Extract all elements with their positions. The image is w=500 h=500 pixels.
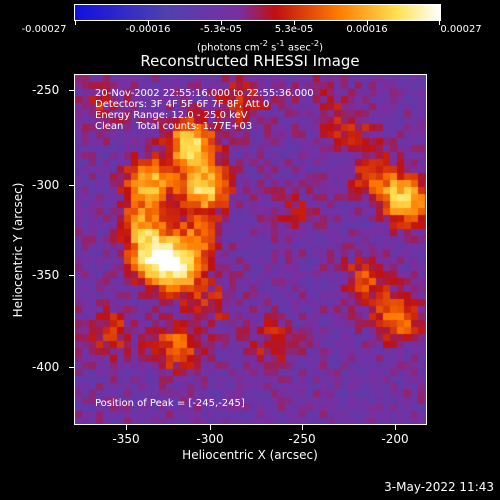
colorbar-tick	[75, 21, 76, 25]
y-tick-label: -250	[32, 83, 60, 97]
colorbar-tick	[367, 21, 368, 25]
x-tick-label: -200	[381, 432, 409, 446]
x-tick-label: -250	[288, 432, 316, 446]
colorbar-tick-label: 5.3e-05	[274, 24, 314, 35]
colorbar-tick	[439, 21, 440, 25]
heatmap-image	[75, 75, 426, 424]
detectors-label: Detectors: 3F 4F 5F 6F 7F 8F, Att 0	[95, 99, 270, 110]
colorbar-gradient	[75, 5, 440, 20]
x-tick	[395, 425, 396, 430]
timestamp: 3-May-2022 11:43	[384, 480, 494, 494]
x-tick-label: -300	[196, 432, 224, 446]
y-tick	[69, 275, 74, 276]
colorbar-tick	[294, 21, 295, 25]
y-tick-label: -350	[32, 268, 60, 282]
method-counts-label: Clean Total counts: 1.77E+03	[95, 121, 253, 132]
y-tick	[69, 367, 74, 368]
peak-position-label: Position of Peak = [-245,-245]	[95, 398, 245, 409]
x-tick	[126, 425, 127, 430]
y-tick-label: -400	[32, 360, 60, 374]
y-axis-label: Heliocentric Y (arcsec)	[11, 182, 25, 318]
colorbar-tick-label: 0.00027	[440, 24, 482, 35]
colorbar	[74, 4, 441, 21]
colorbar-tick-label: 0.00016	[346, 24, 388, 35]
energy-range-label: Energy Range: 12.0 - 25.0 keV	[95, 110, 248, 121]
colorbar-tick-label: -0.00027	[21, 24, 67, 35]
y-tick-label: -300	[32, 178, 60, 192]
x-tick-label: -350	[112, 432, 140, 446]
colorbar-tick	[148, 21, 149, 25]
colorbar-tick	[221, 21, 222, 25]
colorbar-units: (photons cm-2 s-1 asec-2)	[196, 38, 324, 54]
y-tick	[69, 185, 74, 186]
plot-area: 20-Nov-2002 22:55:16.000 to 22:55:36.000…	[74, 74, 427, 425]
plot-title: Reconstructed RHESSI Image	[140, 52, 360, 70]
time-range-label: 20-Nov-2002 22:55:16.000 to 22:55:36.000	[95, 88, 314, 99]
x-tick	[302, 425, 303, 430]
colorbar-tick-label: -0.00016	[125, 24, 171, 35]
x-axis-label: Heliocentric X (arcsec)	[182, 448, 318, 462]
x-tick	[210, 425, 211, 430]
y-tick	[69, 90, 74, 91]
colorbar-tick-label: -5.3e-05	[200, 24, 242, 35]
